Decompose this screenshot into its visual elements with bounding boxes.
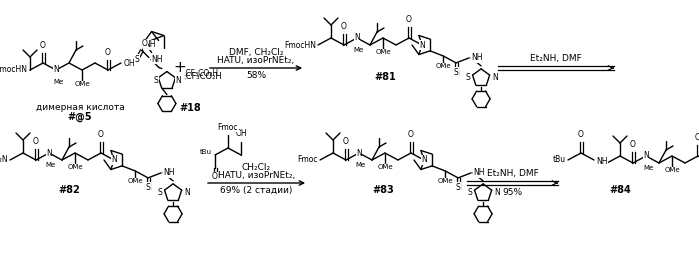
Text: 95%: 95% — [503, 188, 523, 197]
Text: #@5: #@5 — [68, 112, 92, 122]
Text: .CF₃CO₂H: .CF₃CO₂H — [183, 72, 222, 81]
Text: #18: #18 — [179, 103, 201, 113]
Text: O: O — [33, 137, 39, 146]
Text: Me: Me — [643, 165, 653, 171]
Text: N: N — [53, 65, 59, 74]
Text: S: S — [145, 183, 150, 192]
Text: 58%: 58% — [246, 71, 266, 80]
Text: O: O — [695, 133, 699, 142]
Text: NH: NH — [144, 41, 155, 49]
Text: димерная кислота: димерная кислота — [36, 103, 124, 112]
Text: O: O — [98, 130, 104, 139]
Text: S: S — [134, 54, 139, 64]
Text: N: N — [175, 76, 181, 85]
Text: O: O — [142, 39, 148, 48]
Text: OMe: OMe — [438, 178, 453, 184]
Text: Et₂NH, DMF: Et₂NH, DMF — [487, 169, 538, 178]
Text: N: N — [356, 149, 362, 158]
Text: Me: Me — [46, 162, 56, 168]
Text: #81: #81 — [374, 72, 396, 82]
Text: S: S — [468, 188, 472, 197]
Text: NH: NH — [151, 55, 162, 64]
Text: N: N — [494, 188, 500, 197]
Text: NH: NH — [473, 168, 484, 177]
Text: OMe: OMe — [127, 178, 143, 184]
Text: 69% (2 стадии): 69% (2 стадии) — [220, 186, 293, 195]
Text: S: S — [456, 183, 461, 192]
Text: N: N — [46, 149, 52, 158]
Text: CH₂Cl₂: CH₂Cl₂ — [242, 163, 271, 172]
Text: Me: Me — [356, 162, 366, 168]
Text: S: S — [454, 68, 459, 77]
Text: #83: #83 — [372, 185, 394, 195]
Text: N: N — [421, 155, 427, 164]
Text: O: O — [406, 15, 412, 24]
Text: FmocHN: FmocHN — [284, 41, 316, 49]
Text: #82: #82 — [58, 185, 80, 195]
Text: .CF₃CO₂H: .CF₃CO₂H — [183, 68, 218, 78]
Text: NH: NH — [163, 168, 175, 177]
Text: HATU, изоPrNEt₂,: HATU, изоPrNEt₂, — [217, 56, 294, 65]
Text: #84: #84 — [609, 185, 631, 195]
Text: O: O — [40, 41, 46, 50]
Text: S: S — [157, 188, 162, 197]
Text: N: N — [111, 155, 117, 164]
Text: S: S — [466, 73, 470, 82]
Text: OMe: OMe — [377, 164, 393, 170]
Text: O: O — [578, 130, 584, 139]
Text: HATU, изоPrNEt₂,: HATU, изоPrNEt₂, — [218, 171, 295, 180]
Text: OMe: OMe — [664, 167, 680, 173]
Text: O: O — [212, 172, 218, 181]
Text: N: N — [492, 73, 498, 82]
Text: Fmoc: Fmoc — [218, 123, 238, 132]
Text: O: O — [341, 22, 347, 31]
Text: Me: Me — [54, 79, 64, 85]
Text: OMe: OMe — [67, 164, 82, 170]
Text: N: N — [643, 151, 649, 160]
Text: O: O — [105, 48, 111, 57]
Text: Et₂NH, DMF: Et₂NH, DMF — [530, 54, 582, 63]
Text: O: O — [408, 130, 414, 139]
Text: O: O — [343, 137, 349, 146]
Text: Me: Me — [354, 47, 364, 53]
Text: N: N — [184, 188, 190, 197]
Text: H₂N: H₂N — [0, 155, 8, 164]
Text: N: N — [354, 33, 360, 43]
Text: tBu: tBu — [200, 149, 212, 155]
Text: FmocHN: FmocHN — [0, 65, 27, 74]
Text: O: O — [630, 140, 636, 149]
Text: NH: NH — [471, 53, 482, 62]
Text: N: N — [419, 41, 425, 49]
Text: tBu: tBu — [553, 155, 566, 164]
Text: NH: NH — [596, 156, 607, 165]
Text: DMF, CH₂Cl₂: DMF, CH₂Cl₂ — [229, 48, 283, 57]
Text: +: + — [173, 60, 187, 75]
Text: OMe: OMe — [74, 81, 89, 87]
Text: OH: OH — [235, 129, 247, 138]
Text: OH: OH — [124, 58, 136, 68]
Text: Fmoc: Fmoc — [298, 155, 318, 164]
Text: OMe: OMe — [375, 49, 391, 55]
Text: S: S — [154, 76, 158, 85]
Text: OMe: OMe — [435, 63, 451, 69]
